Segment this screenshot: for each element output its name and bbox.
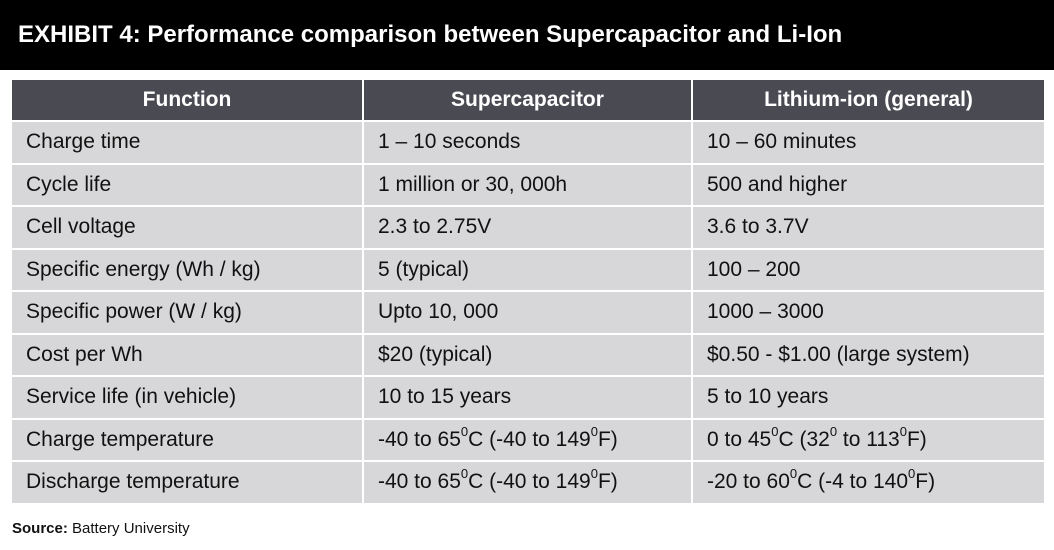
lithium-ion-cell: 100 – 200 <box>693 249 1044 290</box>
supercapacitor-cell: 1 – 10 seconds <box>364 122 691 163</box>
supercapacitor-cell: 1 million or 30, 000h <box>364 164 691 205</box>
function-cell: Cycle life <box>12 164 362 205</box>
column-header-supercapacitor: Supercapacitor <box>364 80 691 120</box>
source-text: Battery University <box>72 520 190 537</box>
table-row: Specific energy (Wh / kg) 5 (typical) 100 … <box>12 249 1044 290</box>
function-cell: Service life (in vehicle) <box>12 377 362 418</box>
table-row: Charge temperature -40 to 650C (-40 to 14… <box>12 419 1044 460</box>
function-cell: Cell voltage <box>12 207 362 248</box>
function-cell: Discharge temperature <box>12 462 362 503</box>
lithium-ion-cell: 10 – 60 minutes <box>693 122 1044 163</box>
table-body: Charge time 1 – 10 seconds 10 – 60 minutes… <box>12 122 1044 503</box>
table-row: Charge time 1 – 10 seconds 10 – 60 minutes <box>12 122 1044 163</box>
supercapacitor-cell: 5 (typical) <box>364 249 691 290</box>
supercapacitor-cell: Upto 10, 000 <box>364 292 691 333</box>
lithium-ion-cell: 500 and higher <box>693 164 1044 205</box>
exhibit-title: EXHIBIT 4: Performance comparison betwee… <box>0 0 1054 70</box>
table-row: Discharge temperature -40 to 650C (-40 to… <box>12 462 1044 503</box>
function-cell: Specific power (W / kg) <box>12 292 362 333</box>
lithium-ion-cell: 3.6 to 3.7V <box>693 207 1044 248</box>
function-cell: Charge temperature <box>12 419 362 460</box>
table-row: Service life (in vehicle) 10 to 15 years 5… <box>12 377 1044 418</box>
supercapacitor-cell: -40 to 650C (-40 to 1490F) <box>364 462 691 503</box>
supercapacitor-cell: $20 (typical) <box>364 334 691 375</box>
source-note: Source: Battery University <box>12 520 190 537</box>
function-cell: Cost per Wh <box>12 334 362 375</box>
comparison-table: Function Supercapacitor Lithium-ion (gen… <box>10 78 1046 505</box>
table-row: Specific power (W / kg) Upto 10, 000 1000 … <box>12 292 1044 333</box>
table-row: Cost per Wh $20 (typical) $0.50 - $1.00 (l… <box>12 334 1044 375</box>
lithium-ion-cell: 5 to 10 years <box>693 377 1044 418</box>
table-row: Cell voltage 2.3 to 2.75V 3.6 to 3.7V <box>12 207 1044 248</box>
function-cell: Specific energy (Wh / kg) <box>12 249 362 290</box>
supercapacitor-cell: 10 to 15 years <box>364 377 691 418</box>
lithium-ion-cell: 0 to 450C (320 to 1130F) <box>693 419 1044 460</box>
function-cell: Charge time <box>12 122 362 163</box>
table-header-row: Function Supercapacitor Lithium-ion (gen… <box>12 80 1044 120</box>
source-label: Source: <box>12 520 68 537</box>
supercapacitor-cell: -40 to 650C (-40 to 1490F) <box>364 419 691 460</box>
table-row: Cycle life 1 million or 30, 000h 500 and h… <box>12 164 1044 205</box>
lithium-ion-cell: 1000 – 3000 <box>693 292 1044 333</box>
column-header-lithium-ion: Lithium-ion (general) <box>693 80 1044 120</box>
column-header-function: Function <box>12 80 362 120</box>
lithium-ion-cell: -20 to 600C (-4 to 1400F) <box>693 462 1044 503</box>
lithium-ion-cell: $0.50 - $1.00 (large system) <box>693 334 1044 375</box>
supercapacitor-cell: 2.3 to 2.75V <box>364 207 691 248</box>
